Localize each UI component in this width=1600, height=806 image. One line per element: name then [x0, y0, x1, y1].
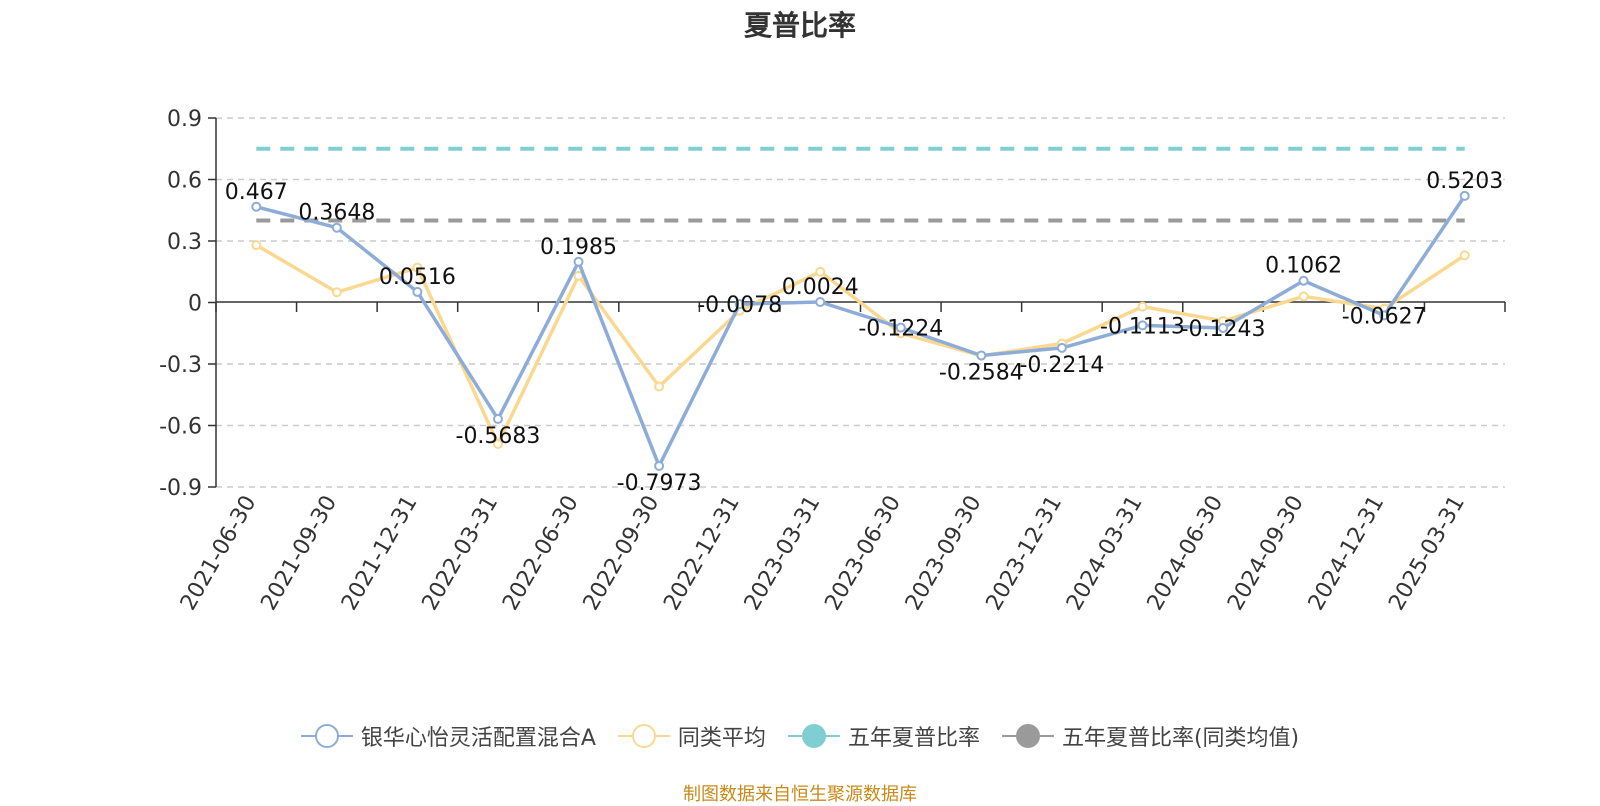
data-source-note: 制图数据来自恒生聚源数据库	[683, 784, 917, 805]
data-label: 0.467	[225, 180, 288, 205]
x-tick-label: 2025-03-31	[1384, 492, 1470, 615]
data-point	[1137, 301, 1148, 312]
y-tick-label: -0.3	[159, 353, 202, 378]
legend-label-five-year-sharpe-peer: 五年夏普比率(同类均值)	[1061, 726, 1300, 751]
y-tick-label: -0.9	[159, 476, 202, 501]
data-label: -0.2214	[1019, 353, 1104, 378]
data-point	[412, 286, 423, 297]
data-point	[1137, 320, 1148, 331]
y-tick-label: 0.9	[167, 107, 202, 132]
x-tick-label: 2024-06-30	[1143, 492, 1229, 615]
data-label: -0.0078	[697, 293, 782, 318]
chart-title: 夏普比率	[743, 9, 856, 42]
data-label: -0.0627	[1342, 304, 1427, 329]
data-label: -0.1243	[1181, 317, 1266, 342]
data-point	[815, 266, 826, 277]
data-label: 0.3648	[298, 201, 375, 226]
x-tick-label: 2022-06-30	[498, 492, 584, 615]
data-label: -0.1224	[858, 317, 943, 342]
data-point	[976, 350, 987, 361]
data-point	[492, 414, 503, 425]
x-tick-label: 2023-09-30	[901, 492, 987, 615]
data-point	[331, 287, 342, 298]
data-point	[815, 297, 826, 308]
legend-marker-peer-average-icon	[617, 723, 670, 749]
y-tick-label: 0.3	[167, 230, 202, 255]
data-point	[895, 322, 906, 333]
data-point	[1298, 291, 1309, 302]
y-tick-label: 0	[188, 292, 202, 317]
sharpe-ratio-chart: 0.9 0.6 0.3 0 -0.3 -0.6 -0.92021-06-302021-09-…	[159, 107, 1506, 615]
data-point	[251, 201, 262, 212]
legend-label-fund: 银华心怡灵活配置混合A	[360, 726, 596, 751]
x-tick-label: 2022-03-31	[418, 492, 504, 615]
data-point	[654, 460, 665, 471]
data-label: 0.0516	[379, 265, 456, 290]
legend-label-peer-average: 同类平均	[677, 726, 766, 751]
data-point	[734, 299, 745, 310]
data-label: 0.5203	[1426, 169, 1503, 194]
legend-item-peer-average[interactable]: 同类平均	[617, 720, 766, 752]
x-tick-label: 2023-03-31	[740, 492, 826, 615]
x-tick-label: 2022-12-31	[659, 492, 745, 615]
x-tick-label: 2022-09-30	[579, 492, 665, 615]
data-label: -0.7973	[617, 471, 702, 496]
x-tick-label: 2024-03-31	[1062, 492, 1148, 615]
data-point	[1056, 342, 1067, 353]
data-point	[331, 222, 342, 233]
legend-marker-five-year-sharpe-peer-icon	[1001, 723, 1054, 749]
data-point	[654, 381, 665, 392]
x-tick-label: 2024-12-31	[1304, 492, 1390, 615]
data-label: -0.2584	[939, 360, 1024, 385]
data-label: 0.0024	[782, 275, 859, 300]
data-point	[412, 262, 423, 273]
data-label: -0.1113	[1100, 314, 1185, 339]
legend-marker-five-year-sharpe-icon	[787, 723, 840, 749]
data-point	[1298, 275, 1309, 286]
data-point	[573, 256, 584, 267]
x-tick-label: 2024-09-30	[1223, 492, 1309, 615]
legend-item-five-year-sharpe-peer[interactable]: 五年夏普比率(同类均值)	[1001, 720, 1300, 752]
data-label: 0.1985	[540, 235, 617, 260]
y-tick-label: 0.6	[167, 169, 202, 194]
y-tick-label: -0.6	[159, 415, 202, 440]
legend-item-five-year-sharpe[interactable]: 五年夏普比率	[787, 720, 980, 752]
legend-marker-fund-icon	[300, 723, 353, 749]
data-point	[1459, 190, 1470, 201]
chart-legend: 银华心怡灵活配置混合A 同类平均 五年夏普比率 五年夏普比率(同类均值)	[0, 720, 1600, 752]
legend-item-fund[interactable]: 银华心怡灵活配置混合A	[300, 720, 596, 752]
data-point	[1218, 322, 1229, 333]
x-tick-label: 2023-06-30	[820, 492, 906, 615]
series-line	[255, 194, 1467, 468]
x-tick-label: 2021-09-30	[256, 492, 342, 615]
data-label: -0.5683	[456, 424, 541, 449]
data-label: 0.1062	[1265, 254, 1342, 279]
data-point	[1379, 310, 1390, 321]
x-tick-label: 2021-12-31	[337, 492, 423, 615]
data-point	[251, 240, 262, 251]
x-tick-label: 2023-12-31	[982, 492, 1068, 615]
data-point	[1459, 250, 1470, 261]
data-point	[492, 438, 503, 449]
x-tick-label: 2021-06-30	[176, 492, 262, 615]
legend-label-five-year-sharpe: 五年夏普比率	[847, 726, 980, 751]
